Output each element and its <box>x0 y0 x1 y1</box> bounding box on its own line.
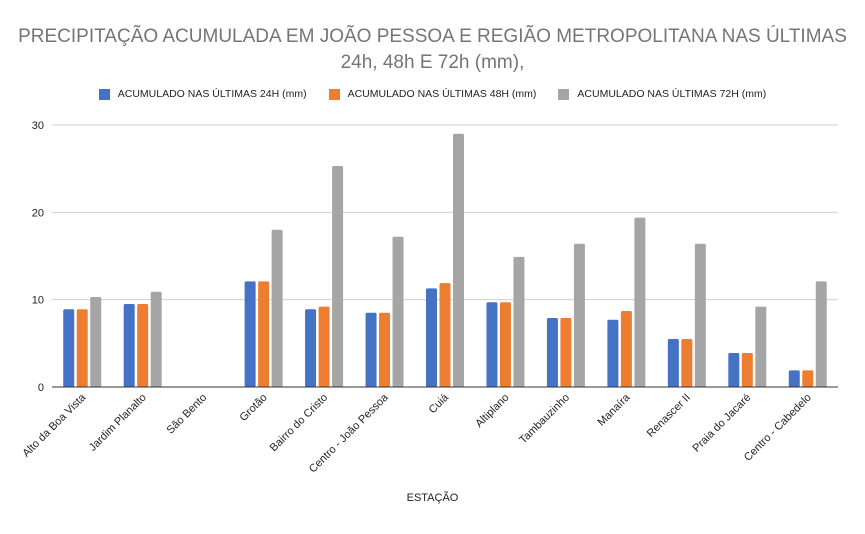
x-tick-label: Grotão <box>237 392 269 424</box>
bar <box>546 318 558 387</box>
bar <box>379 312 391 387</box>
legend-item: ACUMULADO NAS ÚLTIMAS 72H (mm) <box>558 88 766 100</box>
y-tick-label: 0 <box>38 382 44 394</box>
bar <box>607 319 619 387</box>
bar <box>788 370 800 387</box>
legend-label: ACUMULADO NAS ÚLTIMAS 72H (mm) <box>577 88 767 100</box>
x-tick-label: Cuiá <box>427 391 452 416</box>
legend-swatch <box>558 88 570 100</box>
bar <box>499 302 511 387</box>
x-tick-label: Jardim Planalto <box>87 392 149 454</box>
bar <box>90 297 102 387</box>
x-tick-label: Alto da Boa Vista <box>20 391 89 460</box>
legend-item: ACUMULADO NAS ÚLTIMAS 48H (mm) <box>328 88 537 100</box>
bar <box>365 312 377 387</box>
bar <box>560 318 572 387</box>
x-axis-label: ESTAÇÃO <box>406 492 459 504</box>
bar <box>332 166 344 387</box>
y-tick-label: 20 <box>32 207 44 219</box>
x-tick-label: Renascer II <box>645 392 693 440</box>
bar <box>63 309 75 387</box>
bar <box>318 306 330 387</box>
bar <box>513 256 525 387</box>
bar <box>634 217 646 387</box>
bar <box>137 304 149 387</box>
x-tick-label: Centro - Cabedelo <box>742 392 814 464</box>
bar <box>244 281 256 387</box>
bar <box>694 243 706 387</box>
bar <box>426 288 437 387</box>
bar <box>620 311 632 387</box>
x-tick-label: Bairro do Cristo <box>268 392 331 455</box>
legend-swatch <box>98 88 110 100</box>
bar <box>681 338 693 387</box>
legend-swatch <box>328 88 340 100</box>
x-tick-label: Praia do Jacaré <box>690 392 753 455</box>
x-tick-label: Altiplano <box>473 392 511 430</box>
bar <box>486 302 498 387</box>
legend: ACUMULADO NAS ÚLTIMAS 24H (mm) ACUMULADO … <box>0 88 865 100</box>
bar <box>755 306 767 387</box>
bar <box>802 370 814 387</box>
chart-title: PRECIPITAÇÃO ACUMULADA EM JOÃO PESSOA E … <box>18 26 847 73</box>
bar <box>728 352 740 387</box>
bar <box>150 291 162 387</box>
bar <box>392 236 404 387</box>
bar <box>453 133 464 387</box>
x-tick-label: Manaíra <box>595 391 633 429</box>
legend-item: ACUMULADO NAS ÚLTIMAS 24H (mm) <box>98 88 307 100</box>
x-tick-label: Tambauzinho <box>517 392 572 447</box>
bar <box>258 281 270 387</box>
bar <box>815 281 827 387</box>
bar <box>305 309 317 387</box>
legend-label: ACUMULADO NAS ÚLTIMAS 48H (mm) <box>347 88 537 100</box>
legend-label: ACUMULADO NAS ÚLTIMAS 24H (mm) <box>117 88 307 100</box>
bar <box>439 283 451 387</box>
y-tick-label: 30 <box>32 120 44 132</box>
bar <box>123 304 135 387</box>
bar <box>76 309 88 387</box>
bar <box>667 338 679 387</box>
bar <box>271 229 283 387</box>
x-tick-label: São Bento <box>164 392 209 437</box>
bar <box>573 243 585 387</box>
bar <box>741 352 753 387</box>
y-tick-label: 10 <box>32 295 44 307</box>
